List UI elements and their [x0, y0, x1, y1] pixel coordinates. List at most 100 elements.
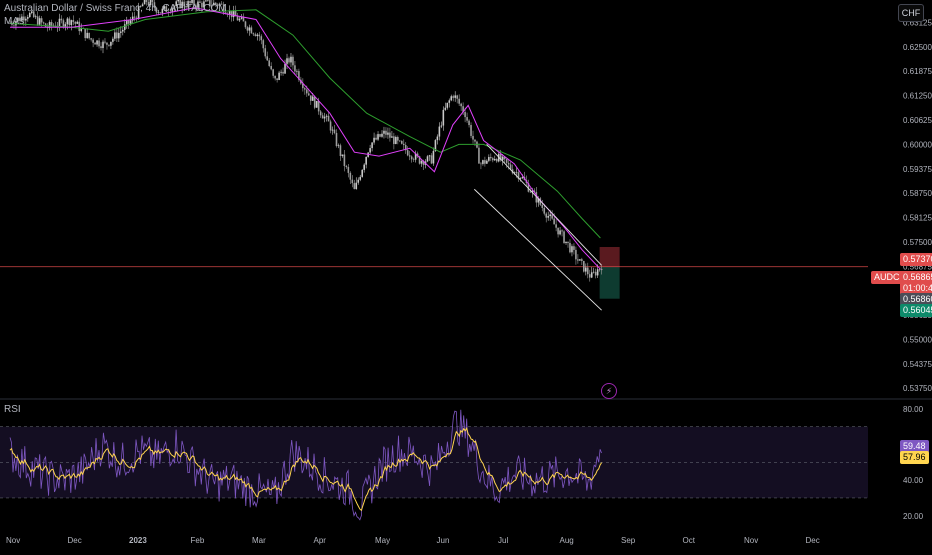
candle	[323, 112, 326, 123]
candle	[216, 2, 219, 9]
candle-body	[282, 71, 284, 74]
candle	[64, 22, 67, 31]
ma-indicator-label[interactable]: MAs	[4, 16, 24, 27]
candle-body	[62, 20, 65, 27]
candle-body	[34, 16, 37, 18]
candle	[102, 39, 104, 54]
candle	[448, 98, 451, 108]
candle-body	[139, 6, 142, 7]
candle	[177, 0, 179, 4]
candle-body	[400, 140, 403, 144]
candle	[232, 5, 235, 22]
candle	[294, 60, 296, 75]
candle-body	[309, 95, 312, 101]
candle-body	[501, 156, 504, 161]
current-price-tag: 0.56865	[900, 271, 932, 284]
candle	[345, 164, 348, 169]
candle-body	[395, 136, 397, 144]
candle	[155, 6, 158, 16]
candle	[272, 68, 274, 79]
candle	[139, 5, 142, 8]
candle-body	[531, 190, 534, 193]
candle	[309, 95, 312, 105]
candle-body	[357, 179, 360, 183]
candle-body	[573, 246, 575, 250]
candle	[201, 0, 203, 13]
candle	[296, 69, 298, 75]
currency-button[interactable]: CHF	[898, 4, 924, 22]
candle	[286, 53, 288, 69]
candle-body	[484, 160, 486, 164]
candle-body	[197, 1, 199, 8]
candle	[313, 95, 316, 110]
candle-body	[185, 6, 187, 8]
candle-body	[452, 96, 455, 98]
candle	[298, 68, 300, 82]
candle-body	[38, 18, 41, 25]
candle	[100, 42, 102, 51]
lightning-icon[interactable]: ⚡	[601, 383, 617, 399]
time-tick-label: Nov	[744, 536, 758, 545]
candle-body	[145, 0, 148, 3]
candle-body	[311, 96, 314, 101]
candle	[17, 17, 19, 24]
candle	[428, 154, 431, 161]
candle	[88, 32, 90, 40]
price-tick-label: 0.60000	[903, 140, 932, 149]
candle	[454, 91, 457, 102]
candle	[436, 134, 439, 145]
candle	[321, 112, 324, 119]
candle	[474, 139, 476, 147]
candle-body	[454, 95, 457, 98]
candle	[161, 6, 164, 17]
candle-body	[495, 158, 498, 162]
candle	[284, 59, 286, 75]
candle-body	[153, 2, 156, 8]
candle	[282, 67, 284, 76]
candle	[359, 174, 362, 182]
candle-body	[260, 36, 263, 41]
candle-body	[547, 216, 550, 218]
candle	[193, 0, 195, 9]
candle-body	[575, 249, 577, 260]
candle-body	[347, 167, 350, 173]
candle	[586, 262, 589, 279]
candle-body	[292, 56, 294, 66]
candle-body	[110, 41, 112, 46]
rsi-indicator-label[interactable]: RSI	[4, 404, 21, 415]
candle-body	[450, 96, 453, 101]
symbol-title[interactable]: Australian Dollar / Swiss Franc, 4h, CAP…	[4, 3, 227, 14]
candle-body	[286, 58, 288, 64]
candle-body	[203, 1, 205, 8]
candle-body	[131, 16, 134, 21]
candle	[280, 69, 282, 76]
candle	[230, 10, 233, 22]
candle-body	[527, 183, 530, 192]
candle	[341, 154, 344, 158]
candle	[149, 0, 152, 8]
candle	[333, 124, 336, 135]
candle	[408, 150, 411, 161]
candle-body	[507, 162, 510, 165]
candle-body	[468, 120, 470, 126]
candle	[488, 154, 490, 163]
candle-body	[216, 4, 219, 6]
candle	[58, 13, 61, 31]
candle	[76, 20, 79, 24]
channel-upper-line	[486, 144, 602, 266]
candle-body	[224, 12, 227, 14]
candle	[410, 155, 413, 163]
candle-body	[28, 12, 31, 18]
candle	[402, 139, 405, 150]
candle-body	[137, 6, 140, 20]
candle-body	[141, 4, 144, 7]
candle	[248, 24, 251, 36]
candle	[213, 0, 215, 6]
candle-body	[517, 172, 520, 179]
candle-body	[238, 18, 241, 21]
candle-body	[127, 20, 130, 24]
candle	[131, 12, 134, 24]
